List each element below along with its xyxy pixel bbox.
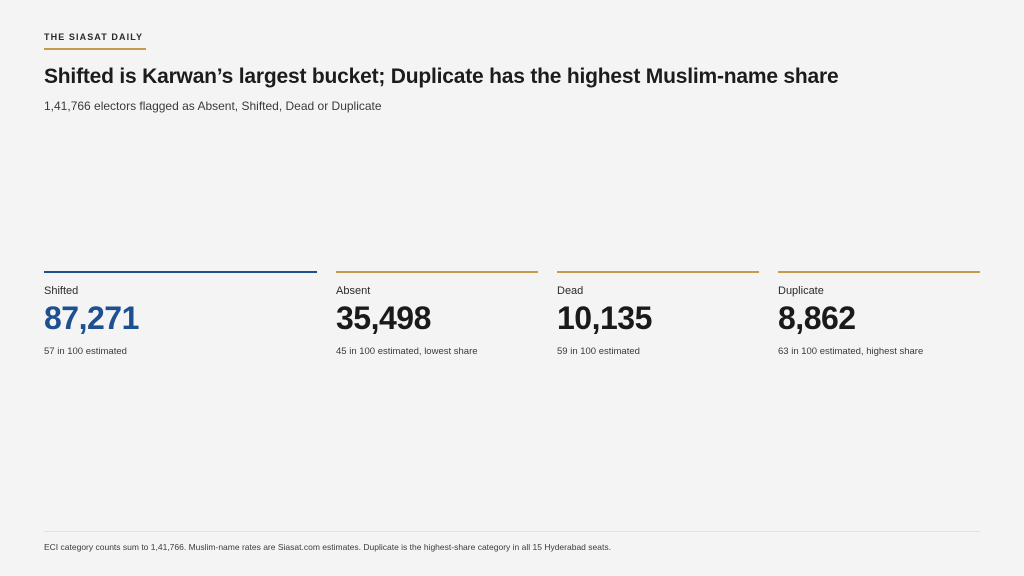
footer-divider	[44, 531, 980, 532]
stat-shifted-label: Shifted	[44, 285, 79, 297]
headline: Shifted is Karwan’s largest bucket; Dupl…	[44, 65, 839, 88]
brand-name: THE SIASAT DAILY	[44, 32, 144, 42]
stat-absent-label: Absent	[336, 285, 371, 297]
stat-dead-value: 10,135	[557, 300, 652, 336]
brand-underline	[44, 48, 146, 50]
subhead: 1,41,766 electors flagged as Absent, Shi…	[44, 99, 382, 113]
stat-duplicate-label: Duplicate	[778, 285, 824, 297]
stat-dead-note: 59 in 100 estimated	[557, 346, 640, 357]
stat-shifted-rule	[44, 271, 317, 273]
stat-absent-value: 35,498	[336, 300, 431, 336]
stat-duplicate-rule	[778, 271, 980, 273]
stat-duplicate-value: 8,862	[778, 300, 856, 336]
stat-absent-note: 45 in 100 estimated, lowest share	[336, 346, 478, 357]
stat-dead-rule	[557, 271, 759, 273]
stat-shifted-value: 87,271	[44, 300, 139, 336]
stat-duplicate-note: 63 in 100 estimated, highest share	[778, 346, 924, 357]
footer-note: ECI category counts sum to 1,41,766. Mus…	[44, 542, 611, 552]
stat-absent-rule	[336, 271, 538, 273]
stat-shifted-note: 57 in 100 estimated	[44, 346, 127, 357]
stat-dead-label: Dead	[557, 285, 584, 297]
